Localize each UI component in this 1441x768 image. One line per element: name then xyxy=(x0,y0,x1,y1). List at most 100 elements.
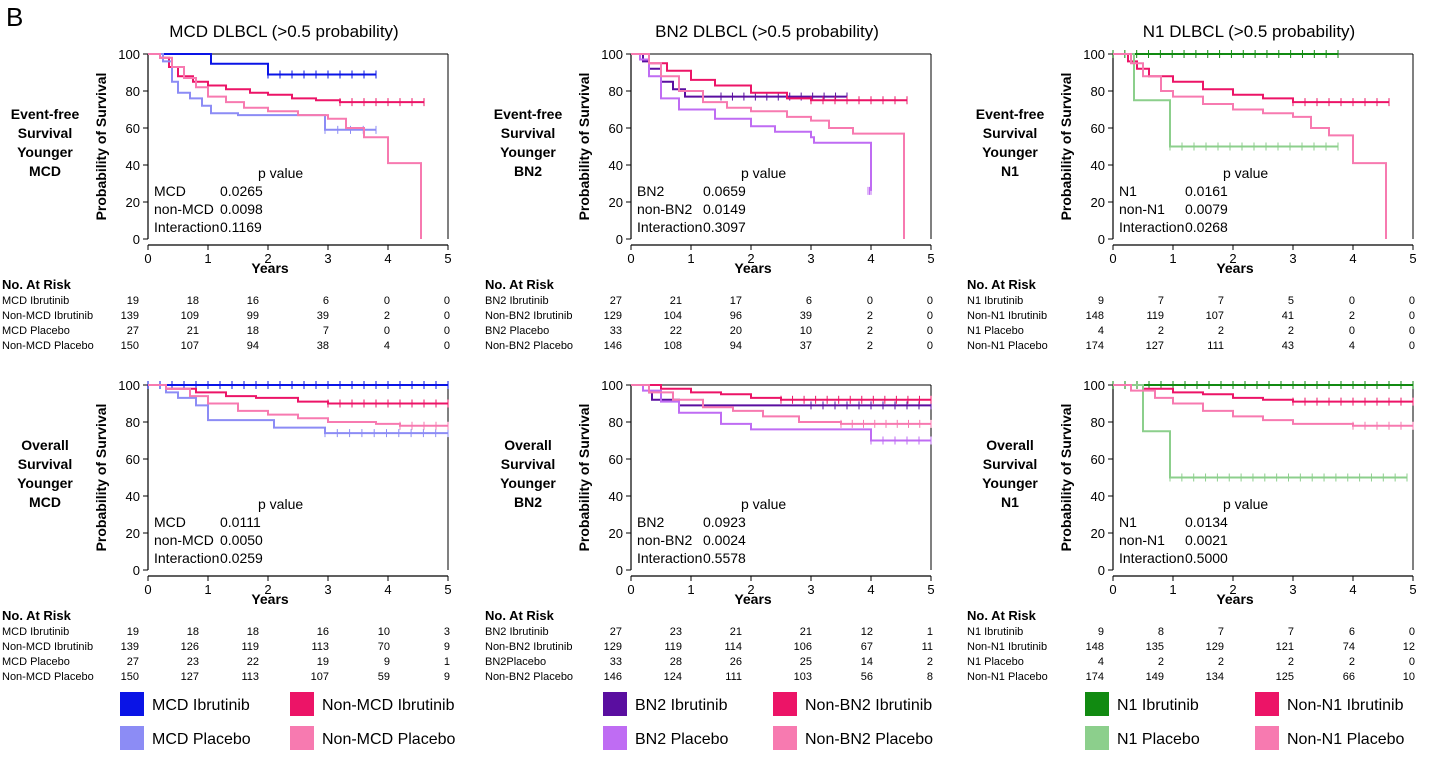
legend-mcd: MCD Ibrutinib Non-MCD Ibrutinib MCD Placeb… xyxy=(120,692,455,750)
risk-count: 3 xyxy=(444,626,450,638)
legend-label: N1 Placebo xyxy=(1117,731,1200,748)
risk-count: 106 xyxy=(794,641,812,653)
x-tick-label: 5 xyxy=(927,582,934,597)
risk-count: 103 xyxy=(794,671,812,683)
risk-count: 1 xyxy=(927,626,933,638)
pvalue-row-label: MCD xyxy=(154,183,186,199)
risk-count: 21 xyxy=(800,626,812,638)
risk-count: 16 xyxy=(317,626,329,638)
risk-count: 18 xyxy=(187,295,199,307)
risk-count: 114 xyxy=(724,641,742,653)
x-tick-label: 3 xyxy=(324,251,331,266)
x-tick-label: 4 xyxy=(1349,251,1356,266)
risk-count: 27 xyxy=(127,325,139,337)
risk-count: 22 xyxy=(247,656,259,668)
risk-count: 12 xyxy=(1403,641,1415,653)
x-tick-label: 4 xyxy=(867,251,874,266)
row-label-line: Survival xyxy=(18,125,72,141)
x-tick-label: 2 xyxy=(1229,582,1236,597)
pvalue-header: p value xyxy=(1223,496,1268,512)
risk-count: 27 xyxy=(610,295,622,307)
legend-swatch xyxy=(120,726,144,750)
y-tick-label: 60 xyxy=(1091,121,1105,136)
risk-table-title: No. At Risk xyxy=(485,277,555,292)
x-tick-label: 3 xyxy=(807,251,814,266)
row-label-line: Survival xyxy=(501,125,555,141)
x-tick-label: 5 xyxy=(1409,582,1416,597)
risk-count: 66 xyxy=(1343,671,1355,683)
risk-count: 27 xyxy=(127,656,139,668)
km-curve-non-mcd-ibrutinib xyxy=(148,53,424,104)
pvalue-row-label: Interaction xyxy=(154,550,219,566)
risk-count: 74 xyxy=(1343,641,1355,653)
y-tick-label: 100 xyxy=(118,47,140,62)
pvalue-row-value: 0.3097 xyxy=(703,219,746,235)
legend-swatch xyxy=(120,692,144,716)
y-tick-label: 0 xyxy=(1098,232,1105,247)
risk-row-label: Non-N1 Placebo xyxy=(967,671,1048,683)
risk-count: 18 xyxy=(187,626,199,638)
risk-count: 0 xyxy=(1409,325,1415,337)
km-panel-bn2-os: Overall Survival Younger BN2 Probability of … xyxy=(485,378,935,683)
legend-label: Non-N1 Placebo xyxy=(1287,731,1405,748)
risk-count: 2 xyxy=(1349,656,1355,668)
risk-count: 129 xyxy=(1206,641,1224,653)
pvalue-row-value: 0.0098 xyxy=(220,201,263,217)
y-axis-label: Probability of Survival xyxy=(93,73,109,221)
risk-count: 2 xyxy=(1218,656,1224,668)
row-label-line: Survival xyxy=(18,456,72,472)
risk-count: 21 xyxy=(670,295,682,307)
risk-count: 2 xyxy=(867,325,873,337)
y-tick-label: 60 xyxy=(1091,452,1105,467)
y-tick-label: 60 xyxy=(609,121,623,136)
risk-count: 37 xyxy=(800,340,812,352)
pvalue-row-value: 0.5578 xyxy=(703,550,746,566)
risk-count: 0 xyxy=(1409,626,1415,638)
x-tick-label: 4 xyxy=(867,582,874,597)
pvalue-row-value: 0.0265 xyxy=(220,183,263,199)
pvalue-row-value: 0.0659 xyxy=(703,183,746,199)
x-tick-label: 0 xyxy=(1109,251,1116,266)
x-tick-label: 3 xyxy=(1289,251,1296,266)
y-tick-label: 60 xyxy=(126,121,140,136)
legend-swatch xyxy=(1085,692,1109,716)
row-label-line: Overall xyxy=(986,437,1033,453)
y-tick-label: 20 xyxy=(126,195,140,210)
risk-count: 146 xyxy=(604,671,622,683)
risk-count: 126 xyxy=(181,641,199,653)
km-curve-non-n1-placebo xyxy=(1113,384,1413,427)
x-tick-label: 0 xyxy=(627,251,634,266)
risk-row-label: Non-MCD Ibrutinib xyxy=(2,310,93,322)
risk-count: 119 xyxy=(1146,310,1164,322)
risk-count: 19 xyxy=(317,656,329,668)
pvalue-row-label: non-MCD xyxy=(154,532,214,548)
risk-count: 25 xyxy=(800,656,812,668)
risk-count: 174 xyxy=(1086,340,1104,352)
risk-count: 10 xyxy=(1403,671,1415,683)
risk-count: 2 xyxy=(1349,310,1355,322)
pvalue-row-label: Interaction xyxy=(637,550,702,566)
x-tick-label: 2 xyxy=(747,582,754,597)
risk-count: 23 xyxy=(187,656,199,668)
pvalue-row-label: Interaction xyxy=(1119,219,1184,235)
y-tick-label: 80 xyxy=(609,84,623,99)
legend-label: MCD Placebo xyxy=(152,731,251,748)
risk-count: 21 xyxy=(730,626,742,638)
risk-count: 12 xyxy=(861,626,873,638)
km-curve-non-n1-placebo xyxy=(1113,53,1387,239)
x-tick-label: 2 xyxy=(1229,251,1236,266)
risk-count: 22 xyxy=(670,325,682,337)
risk-count: 39 xyxy=(317,310,329,322)
pvalue-header: p value xyxy=(741,496,786,512)
risk-count: 0 xyxy=(384,295,390,307)
x-tick-label: 1 xyxy=(1169,251,1176,266)
km-curve-bn2-placebo xyxy=(631,53,872,191)
y-tick-label: 20 xyxy=(1091,195,1105,210)
x-tick-label: 5 xyxy=(927,251,934,266)
km-curve-n1-placebo xyxy=(1113,384,1407,479)
km-panel-bn2-efs: Event-free Survival Younger BN2 Probability … xyxy=(485,47,935,352)
km-curve-non-bn2-placebo xyxy=(631,53,905,239)
x-tick-label: 2 xyxy=(747,251,754,266)
legend-bn2: BN2 Ibrutinib Non-BN2 Ibrutinib BN2 Placeb… xyxy=(603,692,933,750)
pvalue-row-label: non-BN2 xyxy=(637,532,692,548)
